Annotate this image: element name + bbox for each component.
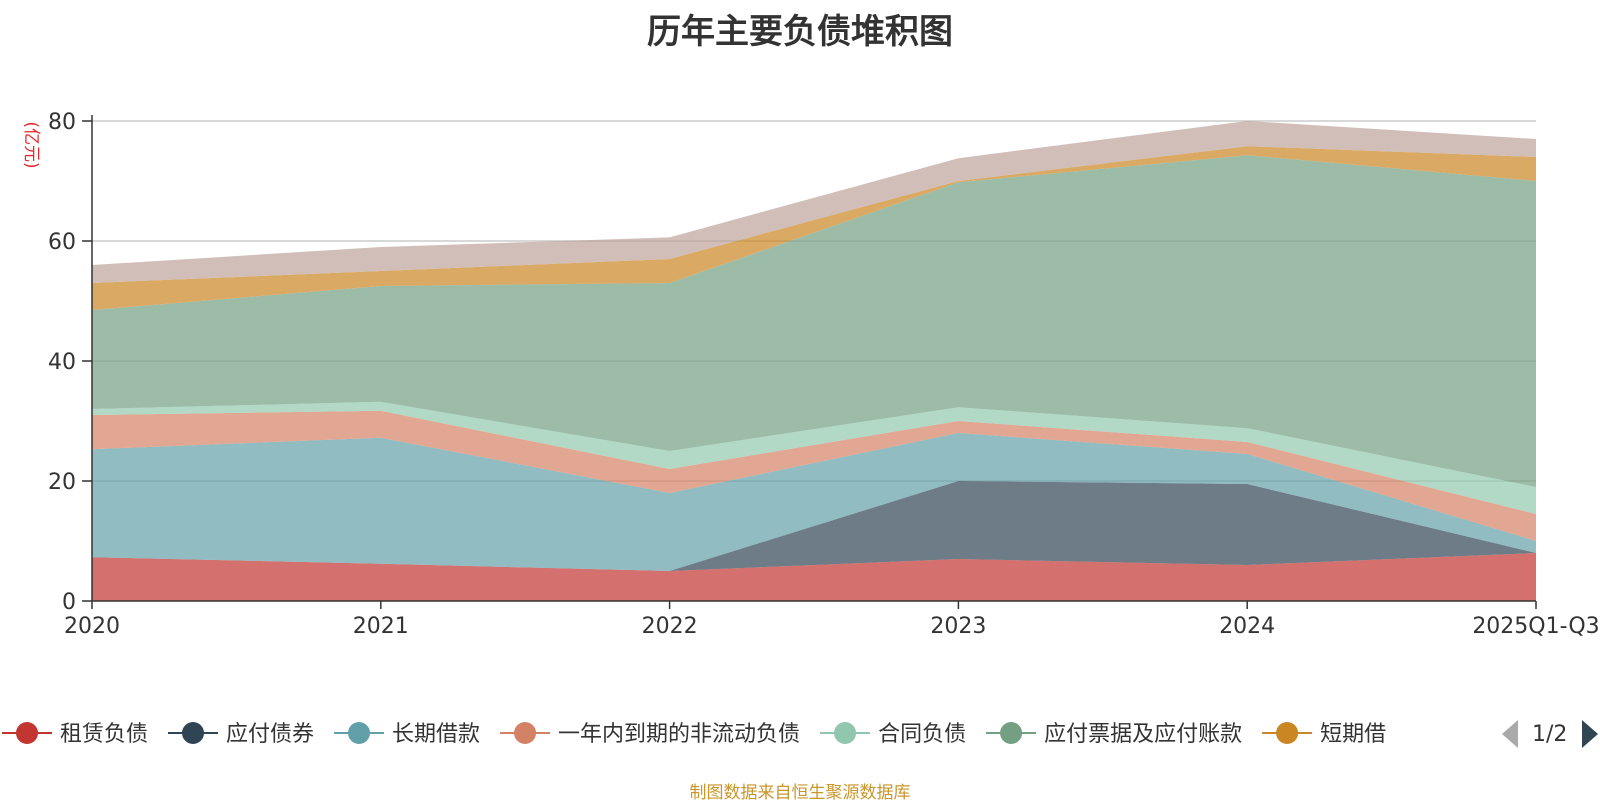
legend-label: 短期借: [1320, 722, 1386, 747]
legend-label: 长期借款: [392, 722, 480, 747]
legend-marker-icon: [1276, 722, 1299, 744]
x-tick-label: 2020: [64, 614, 120, 639]
legend-marker-icon: [834, 722, 857, 744]
legend-prev-page-icon[interactable]: [1502, 720, 1518, 748]
legend-next-page-icon[interactable]: [1582, 720, 1598, 748]
area-series-应付票据及应付账款: [92, 155, 1536, 487]
legend-marker-icon: [348, 722, 371, 744]
y-tick-label: 0: [62, 590, 76, 615]
x-tick-label: 2022: [642, 614, 698, 639]
legend-marker-icon: [514, 722, 537, 744]
area-series-合同负债: [92, 401, 1536, 514]
legend-label: 应付债券: [226, 722, 314, 747]
area-series-其他: [92, 121, 1536, 283]
legend: 租赁负债 应付债券 长期借款 一年内到期的非流动负债 合同负债 应付票据及应付账款 短期借 1…: [2, 720, 1598, 748]
legend-marker-icon: [1000, 722, 1023, 744]
source-note: 制图数据来自恒生聚源数据库: [689, 783, 911, 803]
x-tick-label: 2025Q1-Q3: [1472, 614, 1599, 639]
area-series-租赁负债: [92, 553, 1536, 601]
legend-marker-icon: [182, 722, 205, 744]
legend-page-indicator: 1/2: [1532, 722, 1567, 747]
x-tick-label: 2023: [930, 614, 986, 639]
legend-item[interactable]: 租赁负债: [2, 722, 148, 747]
legend-item[interactable]: 一年内到期的非流动负债: [500, 722, 800, 747]
area-series: [92, 121, 1536, 601]
legend-item[interactable]: 合同负债: [820, 722, 966, 747]
legend-label: 合同负债: [878, 722, 966, 747]
legend-label: 租赁负债: [60, 722, 148, 747]
y-tick-label: 40: [48, 350, 76, 375]
y-tick-label: 80: [48, 110, 76, 135]
axes: 0 20 40 60 80 2020 2021 2022 2023 2024 2025Q1-Q3: [48, 110, 1600, 639]
legend-label: 应付票据及应付账款: [1044, 722, 1242, 747]
chart-title: 历年主要负债堆积图: [647, 12, 953, 52]
legend-label: 一年内到期的非流动负债: [558, 722, 800, 747]
legend-item[interactable]: 应付票据及应付账款: [986, 722, 1242, 747]
y-tick-label: 20: [48, 470, 76, 495]
area-series-一年内到期的非流动负债: [92, 410, 1536, 541]
area-series-长期借款: [92, 433, 1536, 571]
area-series-短期借: [92, 146, 1536, 310]
y-axis-unit-label: (亿元): [21, 121, 41, 168]
legend-marker-icon: [16, 722, 38, 744]
legend-item[interactable]: 短期借: [1262, 722, 1386, 747]
legend-item[interactable]: 应付债券: [168, 722, 314, 747]
x-tick-label: 2021: [353, 614, 409, 639]
legend-item[interactable]: 长期借款: [334, 722, 480, 747]
y-tick-label: 60: [48, 230, 76, 255]
x-tick-label: 2024: [1219, 614, 1275, 639]
